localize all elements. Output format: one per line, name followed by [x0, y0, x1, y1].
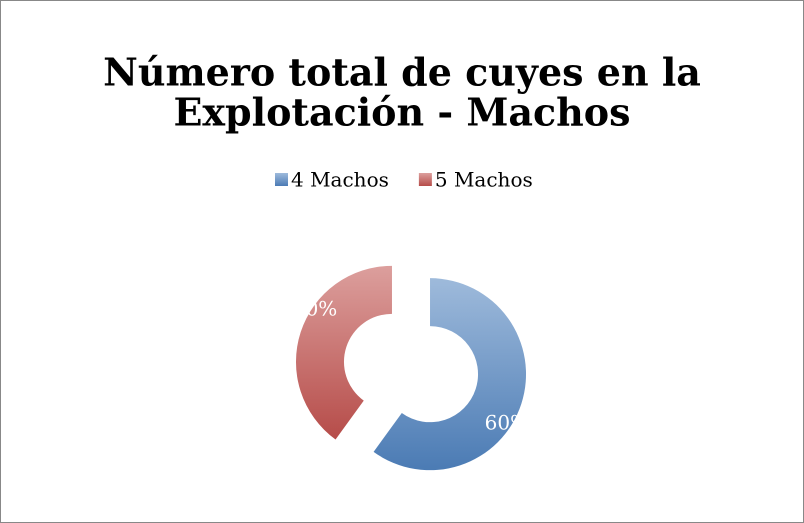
chart-title-line: Explotación - Machos	[173, 90, 630, 135]
data-label: 60%	[485, 411, 529, 435]
donut-slice	[373, 278, 527, 471]
legend-swatch	[418, 173, 432, 186]
data-label: 40%	[293, 296, 337, 320]
legend-label: 4 Machos	[291, 168, 389, 192]
legend-label: 5 Machos	[435, 168, 533, 192]
donut-slice	[295, 265, 392, 440]
chart-title-line: Número total de cuyes en la	[103, 50, 701, 95]
legend-swatch	[275, 173, 288, 186]
